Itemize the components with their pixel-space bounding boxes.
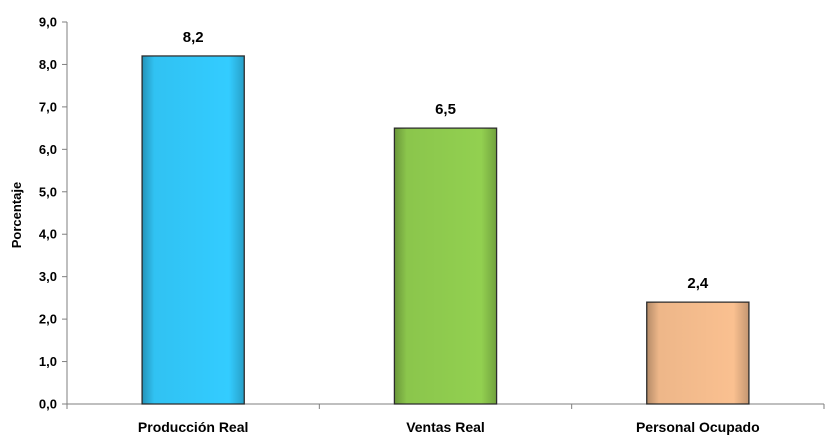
y-tick-label: 0,0 [39, 397, 57, 412]
bar-shading [394, 128, 497, 404]
bar-shading [646, 302, 749, 404]
bars [141, 55, 750, 405]
y-axis: 0,0 1,0 2,0 3,0 4,0 5,0 6,0 7,0 8,0 9,0 [39, 15, 68, 412]
y-tick-label: 1,0 [39, 354, 57, 369]
data-label: 6,5 [435, 101, 456, 118]
category-label: Ventas Real [406, 419, 485, 435]
category-label: Personal Ocupado [636, 419, 760, 435]
data-label: 2,4 [687, 275, 709, 292]
y-tick-label: 9,0 [39, 15, 57, 30]
y-tick-label: 3,0 [39, 269, 57, 284]
y-tick-label: 7,0 [39, 99, 57, 114]
y-axis-title: Porcentaje [9, 182, 24, 248]
y-tick-label: 8,0 [39, 57, 57, 72]
data-labels: 8,2 6,5 2,4 [183, 29, 709, 292]
y-tick-label: 5,0 [39, 184, 57, 199]
data-label: 8,2 [183, 29, 204, 46]
bar-1 [141, 55, 245, 405]
category-label: Producción Real [138, 419, 248, 435]
bar-2 [393, 127, 498, 405]
y-tick-label: 4,0 [39, 227, 57, 242]
y-tick-label: 6,0 [39, 142, 57, 157]
y-tick-label: 2,0 [39, 312, 57, 327]
bar-shading [142, 55, 245, 404]
bar-3 [646, 301, 750, 405]
x-axis: Producción Real Ventas Real Personal Ocupa… [66, 403, 825, 435]
